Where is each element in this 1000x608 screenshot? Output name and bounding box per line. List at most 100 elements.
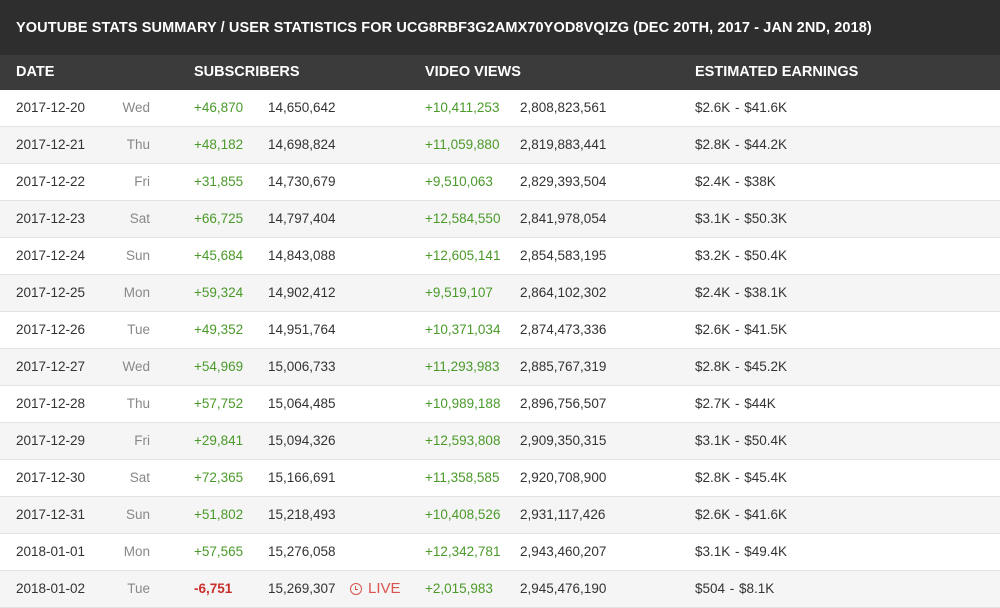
- row-subscriber-change: +72,365: [194, 470, 244, 485]
- table-row: 2017-12-31 Sun +51,802 15,218,493 +10,408,52…: [0, 497, 1000, 534]
- row-view-total: 2,920,708,900: [520, 470, 607, 485]
- header-date: DATE: [16, 64, 55, 80]
- row-date: 2017-12-22: [16, 174, 86, 189]
- row-weekday: Sun: [125, 248, 150, 263]
- row-subscriber-total: 15,218,493: [268, 507, 336, 522]
- row-weekday: Fri: [134, 433, 150, 448]
- table-row: 2018-01-02 Tue -6,751 15,269,307 +2,015,983 2…: [0, 571, 1000, 608]
- table-row: 2017-12-23 Sat +66,725 14,797,404 +12,584,55…: [0, 201, 1000, 238]
- table-row: 2017-12-25 Mon +59,324 14,902,412 +9,519,107…: [0, 275, 1000, 312]
- row-subscriber-total: 15,276,058: [268, 544, 336, 559]
- table-header: DATE SUBSCRIBERS VIDEO VIEWS ESTIMATED E…: [0, 55, 1000, 90]
- row-subscriber-total: 14,843,088: [268, 248, 336, 263]
- row-subscriber-change: -6,751: [194, 581, 233, 596]
- row-view-change: +12,584,550: [425, 211, 501, 226]
- row-subscriber-total: 14,730,679: [268, 174, 336, 189]
- clock-icon: [350, 583, 362, 595]
- row-view-total: 2,909,350,315: [520, 433, 607, 448]
- row-view-change: +10,408,526: [425, 507, 501, 522]
- row-subscriber-change: +49,352: [194, 322, 244, 337]
- row-estimated-earnings: $2.6K - $41.5K: [695, 322, 788, 337]
- row-view-total: 2,819,883,441: [520, 137, 607, 152]
- row-view-total: 2,808,823,561: [520, 100, 607, 115]
- row-subscriber-total: 15,166,691: [268, 470, 336, 485]
- row-weekday: Sat: [129, 470, 150, 485]
- row-date: 2017-12-23: [16, 211, 86, 226]
- row-view-total: 2,874,473,336: [520, 322, 607, 337]
- row-subscriber-total: 14,902,412: [268, 285, 336, 300]
- row-subscriber-change: +45,684: [194, 248, 244, 263]
- row-view-change: +11,358,585: [425, 470, 500, 485]
- live-indicator[interactable]: LIVE: [350, 571, 401, 607]
- row-view-total: 2,896,756,507: [520, 396, 607, 411]
- row-subscriber-change: +66,725: [194, 211, 244, 226]
- row-weekday: Sun: [125, 507, 150, 522]
- row-view-change: +9,510,063: [425, 174, 493, 189]
- row-estimated-earnings: $3.2K - $50.4K: [695, 248, 788, 263]
- live-label: LIVE: [368, 580, 401, 597]
- row-date: 2017-12-29: [16, 433, 86, 448]
- row-subscriber-total: 15,094,326: [268, 433, 336, 448]
- row-view-total: 2,931,117,426: [520, 507, 606, 522]
- row-estimated-earnings: $2.6K - $41.6K: [695, 507, 788, 522]
- row-subscriber-change: +57,752: [194, 396, 244, 411]
- table-row: 2017-12-24 Sun +45,684 14,843,088 +12,605,14…: [0, 238, 1000, 275]
- row-date: 2018-01-02: [16, 581, 86, 596]
- row-date: 2017-12-21: [16, 137, 86, 152]
- row-estimated-earnings: $2.6K - $41.6K: [695, 100, 788, 115]
- row-weekday: Sat: [129, 211, 150, 226]
- row-estimated-earnings: $2.8K - $45.4K: [695, 470, 788, 485]
- row-subscriber-total: 14,797,404: [268, 211, 336, 226]
- row-estimated-earnings: $3.1K - $50.4K: [695, 433, 788, 448]
- row-estimated-earnings: $2.7K - $44K: [695, 396, 776, 411]
- row-weekday: Thu: [126, 396, 150, 411]
- row-view-change: +11,059,880: [425, 137, 500, 152]
- row-weekday: Tue: [127, 581, 150, 596]
- table-row: 2017-12-26 Tue +49,352 14,951,764 +10,371,03…: [0, 312, 1000, 349]
- row-view-total: 2,854,583,195: [520, 248, 607, 263]
- row-weekday: Wed: [122, 100, 150, 115]
- row-date: 2017-12-24: [16, 248, 86, 263]
- header-subscribers: SUBSCRIBERS: [194, 64, 300, 80]
- row-subscriber-change: +59,324: [194, 285, 244, 300]
- row-weekday: Mon: [123, 544, 150, 559]
- row-weekday: Fri: [134, 174, 150, 189]
- table-row: 2017-12-29 Fri +29,841 15,094,326 +12,593,80…: [0, 423, 1000, 460]
- row-estimated-earnings: $2.8K - $45.2K: [695, 359, 788, 374]
- row-weekday: Mon: [123, 285, 150, 300]
- table-row: 2017-12-30 Sat +72,365 15,166,691 +11,358,58…: [0, 460, 1000, 497]
- row-view-change: +12,342,781: [425, 544, 501, 559]
- row-weekday: Thu: [126, 137, 150, 152]
- row-view-change: +10,989,188: [425, 396, 501, 411]
- row-subscriber-total: 15,006,733: [268, 359, 336, 374]
- row-view-change: +10,371,034: [425, 322, 501, 337]
- table-row: 2017-12-28 Thu +57,752 15,064,485 +10,989,18…: [0, 386, 1000, 423]
- row-subscriber-change: +48,182: [194, 137, 244, 152]
- row-estimated-earnings: $3.1K - $50.3K: [695, 211, 788, 226]
- table-row: 2017-12-20 Wed +46,870 14,650,642 +10,411,25…: [0, 90, 1000, 127]
- row-view-change: +12,593,808: [425, 433, 501, 448]
- row-view-total: 2,885,767,319: [520, 359, 607, 374]
- table-row: 2017-12-27 Wed +54,969 15,006,733 +11,293,98…: [0, 349, 1000, 386]
- row-date: 2017-12-25: [16, 285, 86, 300]
- row-view-change: +2,015,983: [425, 581, 493, 596]
- header-video-views: VIDEO VIEWS: [425, 64, 521, 80]
- row-date: 2017-12-20: [16, 100, 86, 115]
- row-weekday: Tue: [127, 322, 150, 337]
- row-view-change: +9,519,107: [425, 285, 493, 300]
- row-date: 2017-12-26: [16, 322, 86, 337]
- row-date: 2017-12-28: [16, 396, 86, 411]
- row-view-total: 2,841,978,054: [520, 211, 607, 226]
- row-subscriber-change: +54,969: [194, 359, 244, 374]
- row-view-total: 2,829,393,504: [520, 174, 607, 189]
- row-estimated-earnings: $504 - $8.1K: [695, 581, 775, 596]
- row-subscriber-change: +57,565: [194, 544, 244, 559]
- row-view-total: 2,945,476,190: [520, 581, 607, 596]
- row-view-change: +10,411,253: [425, 100, 500, 115]
- row-view-change: +12,605,141: [425, 248, 501, 263]
- row-view-change: +11,293,983: [425, 359, 500, 374]
- row-weekday: Wed: [122, 359, 150, 374]
- table-row: 2017-12-22 Fri +31,855 14,730,679 +9,510,063…: [0, 164, 1000, 201]
- row-date: 2017-12-31: [16, 507, 86, 522]
- row-view-total: 2,943,460,207: [520, 544, 607, 559]
